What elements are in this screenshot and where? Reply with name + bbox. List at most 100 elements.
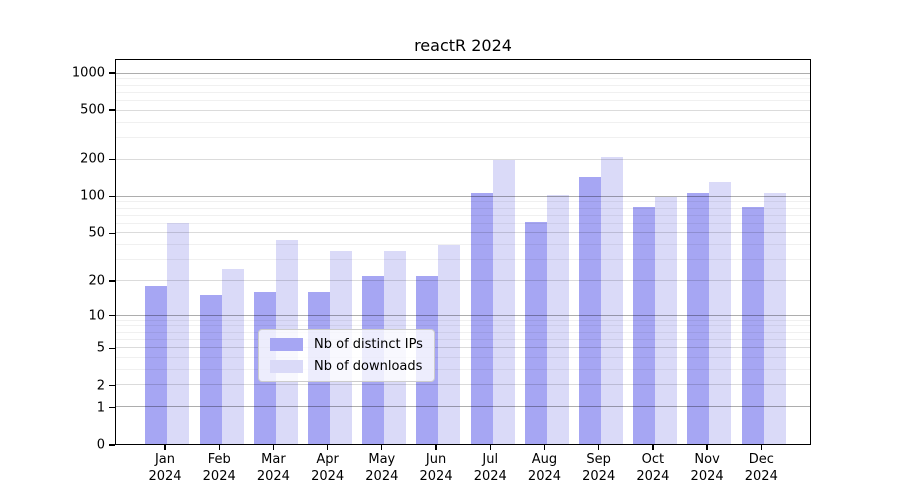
legend: Nb of distinct IPs Nb of downloads [258, 329, 435, 382]
y-tick-label-200: 200 [80, 151, 105, 167]
gridline-minor-6 [116, 338, 810, 340]
gridline-minor-3 [116, 368, 810, 370]
gridline-minor-7 [116, 331, 810, 333]
x-tick-label-oct: Oct 2024 [636, 452, 670, 484]
bar-nb-of-downloads-sep [600, 157, 623, 444]
legend-label-distinct-ips: Nb of distinct IPs [314, 337, 423, 352]
x-tick-label-apr: Apr 2024 [311, 452, 345, 484]
bar-nb-of-downloads-nov [709, 181, 732, 444]
bar-nb-of-distinct-ips-jan [145, 286, 168, 444]
y-tick-2 [109, 385, 115, 387]
x-tick-label-mar: Mar 2024 [256, 452, 290, 484]
gridline-10 [116, 314, 810, 316]
y-tick-label-10: 10 [88, 308, 105, 324]
gridline-minor-90 [116, 201, 810, 203]
y-tick-0 [109, 444, 115, 446]
legend-label-downloads: Nb of downloads [314, 359, 423, 374]
x-tick-label-jun: Jun 2024 [419, 452, 453, 484]
x-tick-mar [272, 445, 275, 450]
y-tick-label-1: 1 [96, 400, 105, 416]
x-tick-label-nov: Nov 2024 [690, 452, 724, 484]
y-tick-label-20: 20 [88, 273, 105, 289]
gridline-500 [116, 109, 810, 111]
x-tick-feb [218, 445, 220, 450]
y-tick-500 [109, 109, 115, 111]
gridline-minor-900 [116, 78, 810, 80]
y-tick-label-1000: 1000 [71, 65, 105, 81]
y-tick-20 [109, 280, 115, 282]
y-tick-1 [109, 407, 115, 409]
gridline-minor-80 [116, 207, 810, 209]
x-tick-aug [543, 445, 546, 450]
y-tick-label-50: 50 [88, 225, 105, 241]
x-tick-oct [652, 445, 654, 450]
x-tick-sep [598, 445, 600, 450]
bar-nb-of-distinct-ips-feb [199, 295, 222, 444]
gridline-20 [116, 279, 810, 281]
bar-nb-of-downloads-aug [546, 194, 569, 444]
x-tick-label-may: May 2024 [365, 452, 399, 484]
gridline-minor-800 [116, 84, 810, 86]
x-tick-label-dec: Dec 2024 [744, 452, 778, 484]
gridline-minor-8 [116, 325, 810, 327]
bar-nb-of-downloads-jan [167, 222, 190, 444]
x-tick-apr [326, 445, 329, 450]
x-tick-jan [164, 445, 166, 450]
bar-nb-of-distinct-ips-sep [578, 176, 601, 444]
y-tick-10 [109, 315, 115, 317]
bar-nb-of-distinct-ips-nov [687, 193, 710, 444]
x-tick-label-jul: Jul 2024 [473, 452, 507, 484]
gridline-minor-700 [116, 91, 810, 93]
gridline-2 [116, 384, 810, 386]
gridline-100 [116, 195, 810, 197]
gridline-minor-4 [116, 356, 810, 358]
gridline-minor-70 [116, 214, 810, 216]
gridline-200 [116, 158, 810, 160]
x-tick-dec [760, 445, 762, 450]
bar-nb-of-downloads-feb [221, 269, 244, 444]
y-tick-label-500: 500 [80, 102, 105, 118]
bar-nb-of-downloads-oct [655, 196, 678, 444]
bar-nb-of-distinct-ips-aug [524, 222, 547, 444]
gridline-1000 [116, 72, 810, 74]
plot-area [115, 59, 811, 445]
y-tick-label-100: 100 [80, 188, 105, 204]
y-tick-200 [109, 158, 115, 160]
x-tick-label-sep: Sep 2024 [582, 452, 616, 484]
y-tick-5 [109, 347, 115, 350]
x-tick-label-feb: Feb 2024 [202, 452, 236, 484]
gridline-5 [116, 347, 810, 348]
y-tick-label-0: 0 [96, 437, 105, 453]
bar-nb-of-distinct-ips-dec [741, 207, 764, 444]
x-tick-jun [435, 445, 437, 450]
legend-item-downloads: Nb of downloads [270, 359, 423, 374]
bar-nb-of-distinct-ips-jul [470, 193, 493, 444]
bar-nb-of-distinct-ips-oct [633, 207, 656, 444]
chart-title: reactR 2024 [414, 36, 512, 55]
x-tick-label-aug: Aug 2024 [527, 452, 562, 484]
gridline-minor-9 [116, 319, 810, 321]
gridline-minor-400 [116, 121, 810, 123]
y-tick-label-2: 2 [96, 378, 105, 394]
legend-swatch-downloads [270, 360, 303, 373]
bar-nb-of-downloads-jun [438, 245, 461, 444]
gridline-minor-30 [116, 259, 810, 260]
gridline-minor-40 [116, 244, 810, 246]
bar-nb-of-downloads-jul [492, 159, 515, 444]
gridline-minor-600 [116, 100, 810, 102]
y-tick-1000 [109, 72, 115, 74]
gridline-minor-300 [116, 137, 810, 139]
gridline-50 [116, 232, 810, 234]
y-tick-100 [109, 195, 115, 198]
x-tick-jul [489, 445, 491, 450]
x-tick-label-jan: Jan 2024 [148, 452, 182, 484]
gridline-1 [116, 405, 810, 407]
legend-item-distinct-ips: Nb of distinct IPs [270, 337, 423, 352]
gridline-minor-60 [116, 222, 810, 224]
x-tick-nov [706, 445, 708, 450]
x-tick-may [381, 445, 383, 450]
bar-nb-of-downloads-dec [763, 193, 786, 444]
y-tick-label-5: 5 [96, 340, 105, 356]
y-tick-50 [109, 232, 115, 234]
